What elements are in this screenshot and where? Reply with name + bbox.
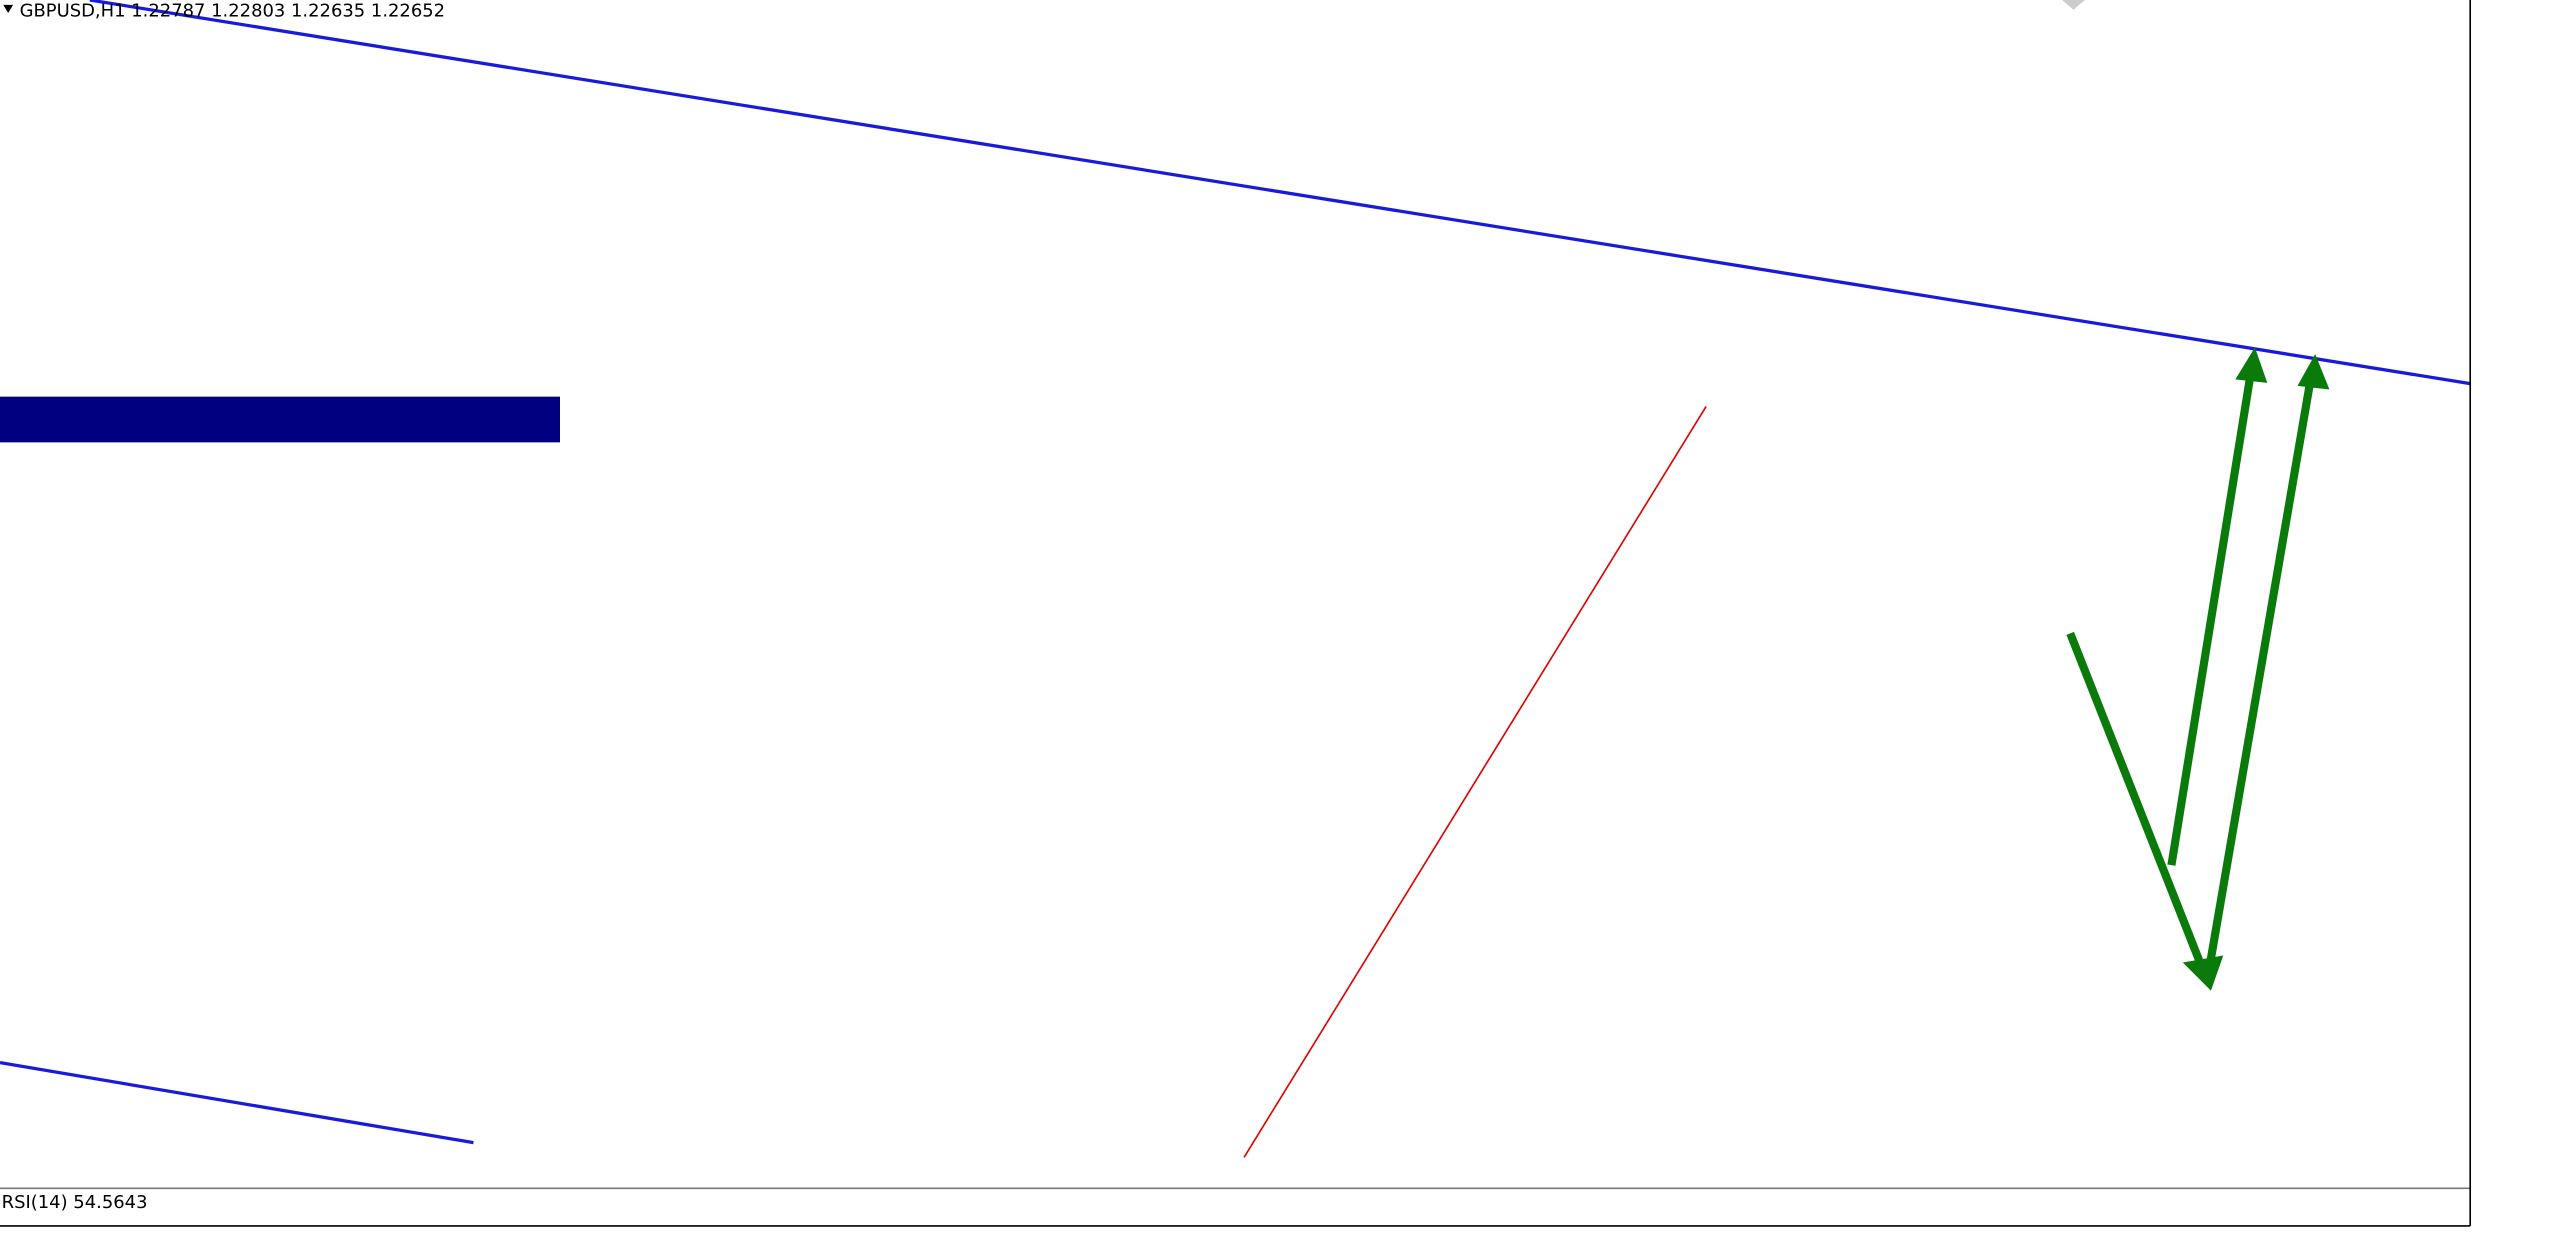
chart-title: GBPUSD,H1 1.22787 1.22803 1.22635 1.2265…	[20, 0, 446, 21]
rsi-label: RSI(14) 54.5643	[2, 1192, 148, 1213]
arrow-head	[2297, 353, 2330, 390]
arrow	[2203, 371, 2316, 981]
trend-line	[0, 1061, 474, 1145]
fib-diagonal	[1243, 406, 1707, 1158]
arrow	[2066, 631, 2208, 975]
supply-zone	[0, 396, 560, 443]
trend-line	[89, 0, 2471, 386]
scroll-marker	[2062, 0, 2085, 10]
header-icon	[3, 4, 14, 14]
arrow	[2167, 368, 2256, 866]
arrow-head	[2235, 347, 2268, 383]
forecast-arrows	[2066, 347, 2330, 991]
